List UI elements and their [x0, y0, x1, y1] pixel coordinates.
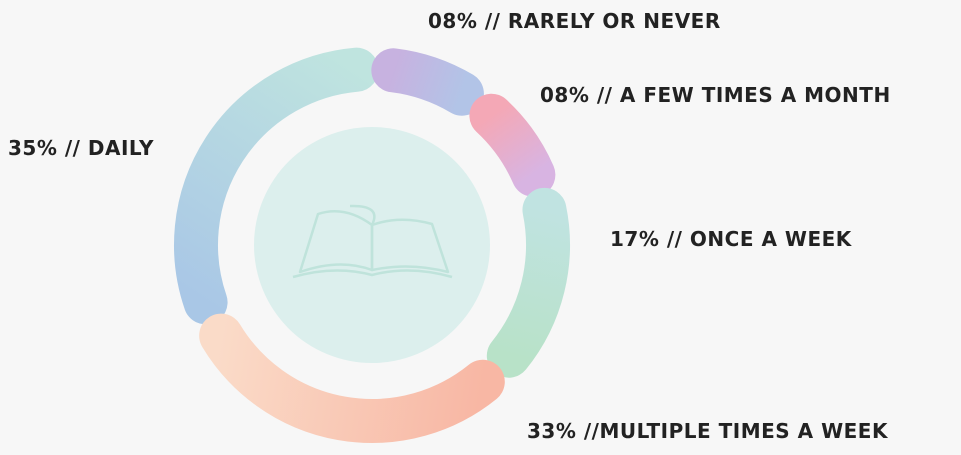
book-icon — [292, 204, 453, 279]
segment-label: 17% // ONCE A WEEK — [610, 227, 853, 251]
segment-label: 08% // A FEW TIMES A MONTH — [540, 83, 891, 107]
arc-segment — [371, 48, 484, 116]
segment-label: 08% // RARELY OR NEVER — [428, 9, 721, 33]
arc-segment — [174, 47, 379, 325]
arc-segment — [486, 187, 570, 378]
segment-label: 33% //MULTIPLE TIMES A WEEK — [527, 419, 889, 443]
segment-label: 35% // DAILY — [8, 136, 154, 160]
arc-segment — [199, 313, 505, 443]
arc-segment — [469, 93, 556, 197]
